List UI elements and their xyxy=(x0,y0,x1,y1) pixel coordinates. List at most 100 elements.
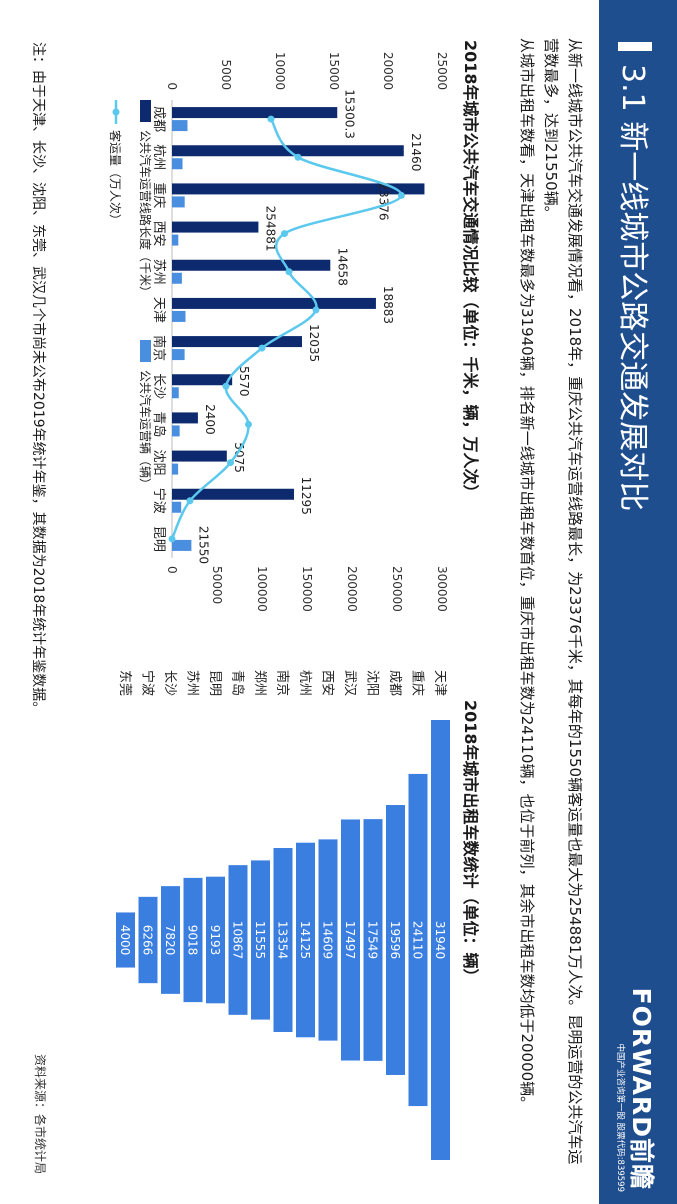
taxi-value-label: 24110 xyxy=(411,921,425,959)
bar-route-length xyxy=(172,107,338,119)
bus-chart-title: 2018年城市公共汽车交通情况比较（单位：千米，辆，万人次） xyxy=(461,40,480,501)
data-label: 23376 xyxy=(376,182,390,220)
passenger-volume-point xyxy=(285,268,293,276)
city-label: 青岛 xyxy=(230,670,246,696)
logo-subtitle: 中国产业咨询第一股 股票代码:839599 xyxy=(615,1043,625,1192)
passenger-volume-point xyxy=(227,459,234,467)
footnote: 注：由于天津、长沙、沈阳、东莞、武汉几个市尚未公布2019年统计年鉴，其数据为2… xyxy=(30,42,46,716)
y-right-tick-label: 100000 xyxy=(255,566,269,612)
x-category-label: 南京 xyxy=(151,335,167,361)
bar-bus-count xyxy=(172,387,179,399)
intro-paragraph-taxi: 从城市出租车数看，天津出租车数最多为31940辆，排名新一线城市出租车数首位，重… xyxy=(518,38,536,1112)
city-label: 苏州 xyxy=(185,670,201,696)
data-label: 11295 xyxy=(299,477,313,515)
taxi-value-label: 9018 xyxy=(186,925,200,956)
bar-bus-count xyxy=(171,234,179,246)
taxi-value-label: 14125 xyxy=(298,921,312,959)
x-category-label: 杭州 xyxy=(151,144,166,170)
data-label: 21460 xyxy=(409,133,423,171)
city-label: 宁波 xyxy=(140,670,156,696)
bar-route-length xyxy=(172,412,198,424)
taxi-value-label: 6266 xyxy=(141,925,155,956)
bar-bus-count xyxy=(171,158,183,170)
x-category-label: 宁波 xyxy=(151,488,167,514)
bar-route-length xyxy=(172,183,425,195)
taxi-value-label: 17549 xyxy=(366,921,380,959)
passenger-volume-line xyxy=(170,118,403,540)
city-label: 郑州 xyxy=(252,670,267,696)
taxi-bar xyxy=(318,839,338,1041)
y-right-tick-label: 250000 xyxy=(390,566,404,612)
x-category-label: 苏州 xyxy=(151,259,167,285)
data-label: 21550 xyxy=(196,526,210,564)
taxi-value-label: 4000 xyxy=(118,925,132,956)
taxi-bar xyxy=(161,886,180,994)
legend-label: 公共汽车运营线路长度（千米） xyxy=(138,130,153,298)
taxi-bar xyxy=(341,819,360,1061)
taxi-value-label: 9193 xyxy=(208,925,222,956)
legend-label: 公共汽车运营辆（辆） xyxy=(138,370,153,490)
city-label: 昆明 xyxy=(207,670,222,696)
passenger-volume-point xyxy=(258,344,266,352)
taxi-bar xyxy=(386,805,405,1075)
y-right-tick-label: 50000 xyxy=(210,566,224,604)
taxi-value-label: 11555 xyxy=(253,921,267,959)
taxi-chart-title: 2018年城市出租车数统计（单位：辆） xyxy=(461,700,480,985)
data-label: 5075 xyxy=(232,442,246,473)
legend-swatch xyxy=(140,340,151,362)
taxi-value-label: 17497 xyxy=(343,921,357,959)
taxi-value-label: 10867 xyxy=(231,921,245,959)
data-label: 2400 xyxy=(203,404,217,435)
source-note: 资料来源：各市统计局 xyxy=(33,1053,47,1174)
forward-logo: FORWARD前瞻 xyxy=(627,987,656,1190)
bar-route-length xyxy=(172,297,376,309)
x-category-label: 昆明 xyxy=(151,526,166,552)
bar-route-length xyxy=(172,336,302,348)
city-label: 杭州 xyxy=(297,670,312,696)
taxi-value-label: 14609 xyxy=(321,921,335,959)
passenger-volume-point xyxy=(294,153,302,161)
y-left-tick-label: 25000 xyxy=(435,52,449,90)
y-right-tick-label: 200000 xyxy=(345,566,359,612)
data-label: 14658 xyxy=(335,248,349,286)
passenger-volume-point xyxy=(245,420,252,428)
passenger-volume-point xyxy=(222,382,230,390)
city-label: 成都 xyxy=(387,670,402,696)
x-category-label: 长沙 xyxy=(151,373,166,399)
y-left-tick-label: 20000 xyxy=(381,52,395,90)
y-left-tick-label: 15000 xyxy=(327,52,341,90)
y-left-tick-label: 10000 xyxy=(273,52,287,90)
header-bar: 3.1 新一线城市公路交通发展对比 FORWARD前瞻 中国产业咨询第一股 股票… xyxy=(599,0,677,1204)
taxi-bar xyxy=(183,877,203,1003)
taxi-bar xyxy=(296,842,315,1038)
passenger-volume-point xyxy=(312,306,320,314)
city-label: 沈阳 xyxy=(365,670,380,696)
bar-route-length xyxy=(171,450,227,462)
taxi-bar xyxy=(138,896,158,984)
taxi-bar xyxy=(273,848,293,1032)
taxi-bar xyxy=(206,876,225,1004)
bar-bus-count xyxy=(171,425,180,437)
bus-chart: 0 5000 10000 15000 20000 250000 50000 100000 150… xyxy=(108,52,449,612)
taxi-bar xyxy=(228,865,248,1015)
bar-bus-count xyxy=(171,539,192,551)
taxi-bar xyxy=(408,773,428,1107)
x-category-label: 天津 xyxy=(151,297,166,323)
city-label: 东莞 xyxy=(117,670,132,696)
city-label: 天津 xyxy=(432,670,447,696)
data-label: 18883 xyxy=(381,286,395,324)
taxi-value-label: 19596 xyxy=(388,921,402,959)
data-label: 5570 xyxy=(237,366,251,397)
city-label: 西安 xyxy=(320,670,335,696)
passenger-volume-point xyxy=(281,230,288,238)
x-category-label: 沈阳 xyxy=(151,450,166,476)
legend-swatch xyxy=(140,100,151,122)
bar-bus-count xyxy=(172,349,185,361)
bar-bus-count xyxy=(171,501,182,513)
taxi-value-label: 7820 xyxy=(163,925,177,956)
data-label: 254881 xyxy=(263,206,277,252)
data-label: 12035 xyxy=(307,324,321,362)
legend-label: 客运量（万人次） xyxy=(108,130,123,226)
